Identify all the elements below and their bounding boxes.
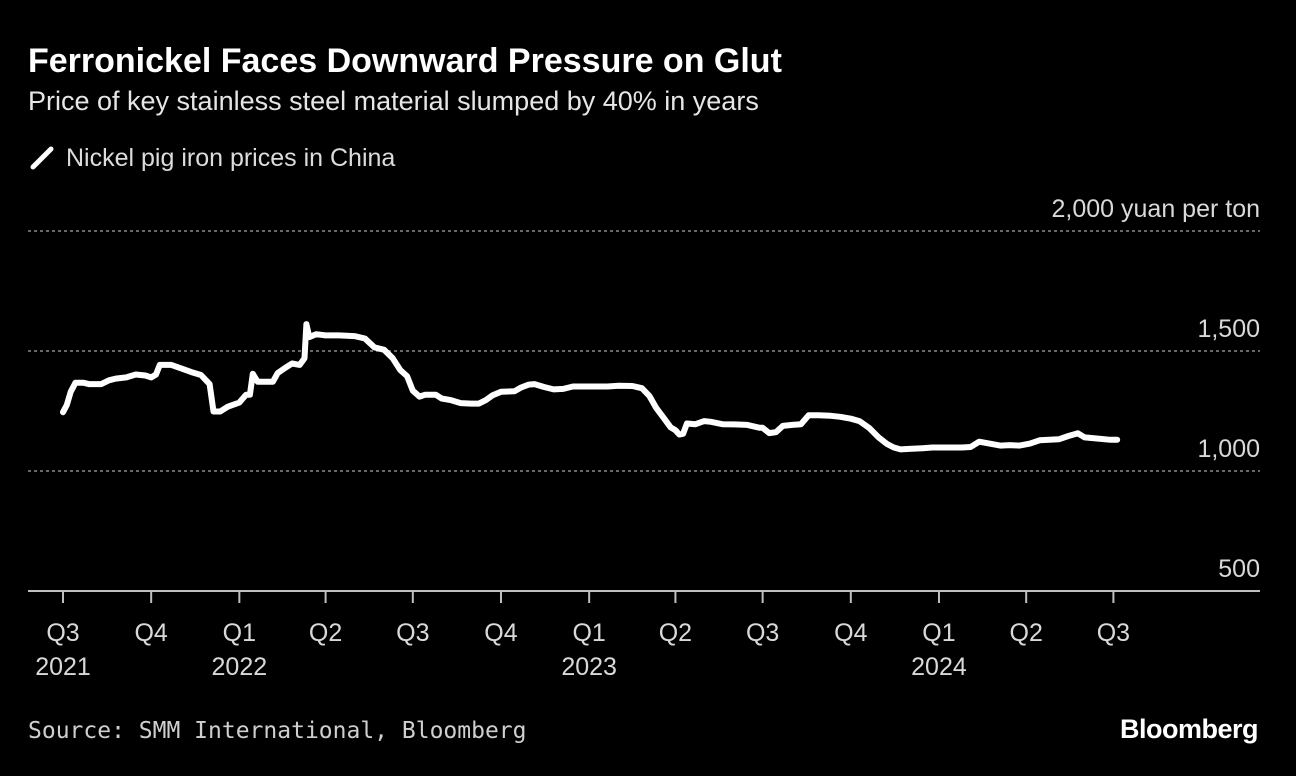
y-tick-label: 1,000 [1197,435,1260,463]
x-year-label: 2021 [35,653,91,681]
chart-subtitle: Price of key stainless steel material sl… [28,86,759,116]
x-tick-label: Q1 [922,619,955,647]
x-tick-label: Q3 [746,619,779,647]
x-tick-label: Q3 [46,619,79,647]
x-tick-label: Q3 [396,619,429,647]
x-tick-label: Q4 [484,619,517,647]
x-tick-label: Q3 [1097,619,1130,647]
series-line [60,321,1121,453]
x-tick-label: Q4 [134,619,167,647]
y-tick-label: 500 [1218,555,1260,583]
x-tick-label: Q4 [834,619,867,647]
legend: Nickel pig iron prices in China [28,143,395,173]
x-tick-label: Q1 [572,619,605,647]
y-axis-unit-label: 2,000 yuan per ton [1052,195,1261,223]
x-tick-label: Q2 [309,619,342,647]
x-tick-label: Q2 [659,619,692,647]
legend-line-icon [30,146,54,170]
x-year-label: 2023 [561,653,617,681]
x-tick-label: Q2 [1010,619,1043,647]
chart-title: Ferronickel Faces Downward Pressure on G… [28,42,782,80]
x-year-label: 2022 [212,653,268,681]
y-tick-label: 1,500 [1197,315,1260,343]
x-year-label: 2024 [911,653,967,681]
legend-label: Nickel pig iron prices in China [66,143,396,172]
source-note: Source: SMM International, Bloomberg [28,718,527,744]
bloomberg-logo: Bloomberg [1119,714,1259,744]
x-tick-label: Q1 [223,619,256,647]
